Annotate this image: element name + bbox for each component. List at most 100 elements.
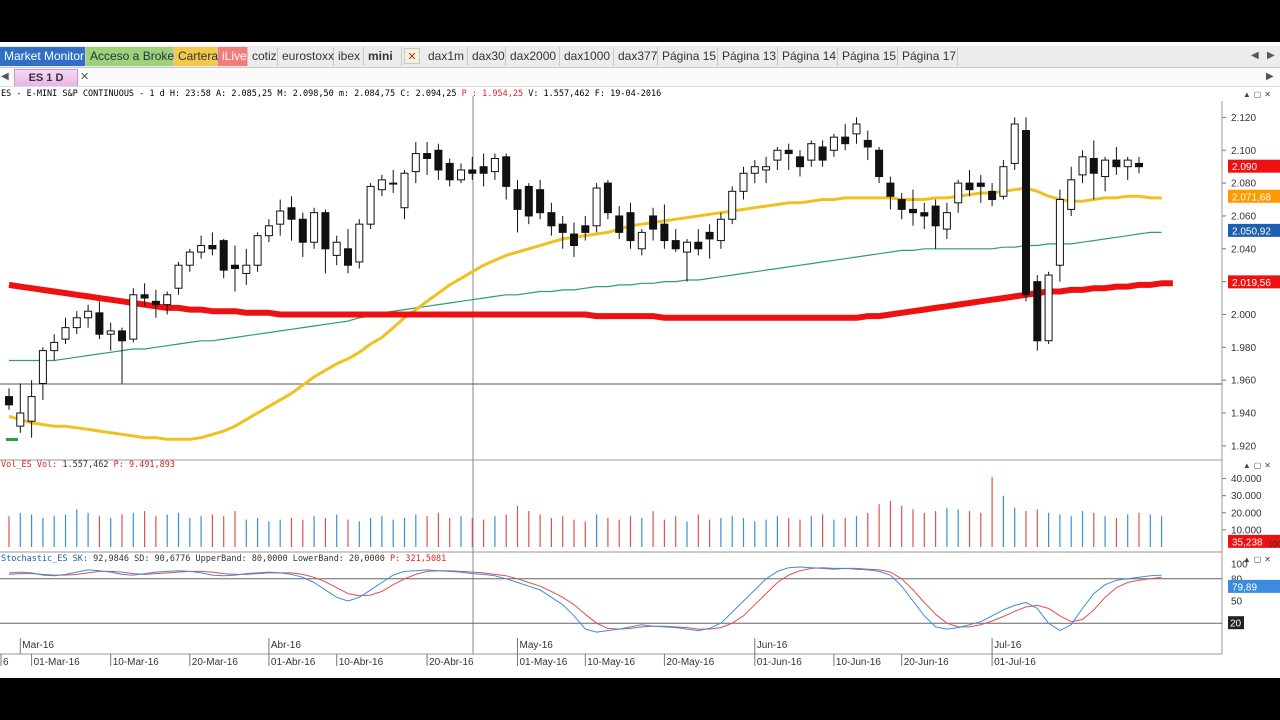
month-label: May-16: [520, 640, 554, 651]
header-date: F: 19-04-2016: [594, 89, 662, 99]
stoch-pane-window-buttons[interactable]: ▲▢✕: [1242, 555, 1274, 564]
candle-body: [750, 166, 759, 174]
tab-dax377[interactable]: dax377: [614, 47, 658, 66]
chart-tab-close-icon[interactable]: ✕: [80, 71, 90, 83]
volume-last-label-bg: [1228, 534, 1280, 548]
tab-página-14[interactable]: Página 14: [778, 47, 838, 66]
date-label: 10-Abr-16: [339, 657, 384, 668]
candle-body: [242, 264, 251, 274]
tab-mini-close-icon[interactable]: ✕: [404, 48, 420, 64]
candle-body: [366, 185, 375, 225]
candle-body: [468, 169, 477, 174]
candle-body: [818, 146, 827, 161]
volume-pane-window-buttons[interactable]: ▲▢✕: [1242, 461, 1274, 470]
price-tick-label: 2.040: [1231, 244, 1256, 255]
chart-tab-es-1d[interactable]: ES 1 D: [14, 69, 78, 86]
candle-body: [660, 223, 669, 242]
volume-tick-label: 30.000: [1231, 491, 1262, 502]
yellow-ma-label-bg: [1228, 189, 1280, 203]
candle-body: [50, 341, 59, 352]
price-tick-label: 1.980: [1231, 343, 1256, 354]
candle-body: [423, 153, 432, 159]
tab-página-13[interactable]: Página 13: [718, 47, 778, 66]
candle-body: [1067, 179, 1076, 210]
candle-body: [558, 223, 567, 233]
candle-body: [976, 182, 985, 187]
candle-body: [61, 327, 70, 340]
price-tick-label: 2.000: [1231, 310, 1256, 321]
tab-market-monitor[interactable]: Market Monitor: [0, 47, 86, 66]
candle-body: [1089, 157, 1098, 174]
candle-body: [95, 312, 104, 335]
candle-body: [84, 310, 93, 319]
candle-body: [637, 231, 646, 250]
candle-body: [1055, 199, 1064, 266]
date-label: 01-May-16: [520, 657, 568, 668]
candle-body: [1123, 159, 1132, 168]
candle-body: [784, 149, 793, 155]
price-pane-header: ES - E-MINI S&P CONTINUOUS - 1 d H: 23:5…: [1, 89, 661, 99]
chart-canvas[interactable]: 2.1202.1002.0802.0602.0402.0202.0001.980…: [0, 42, 1280, 678]
stoch-k-label: 79,89: [1232, 582, 1257, 593]
tab-dax2000[interactable]: dax2000: [506, 47, 560, 66]
tab-ibex[interactable]: ibex: [334, 47, 364, 66]
candle-body: [524, 185, 533, 217]
candle-body: [762, 166, 771, 171]
stoch-pane-header: Stochastic_ES SK: 92,9846 SD: 90,6776 Up…: [1, 554, 446, 564]
month-label: Mar-16: [22, 640, 54, 651]
date-label: 01-Jun-16: [757, 657, 802, 668]
candle-body: [603, 182, 612, 214]
candle-body: [140, 294, 149, 299]
candle-body: [728, 190, 737, 220]
header-low: m: 2.084,75: [338, 89, 396, 99]
candle-body: [920, 212, 929, 217]
tab-mini[interactable]: mini: [364, 47, 402, 66]
volume-value: 1.557,462: [62, 460, 109, 470]
chart-tabs-right-icon[interactable]: ▶: [1266, 71, 1274, 82]
tab-dax1m[interactable]: dax1m: [424, 47, 468, 66]
tab-cotiz[interactable]: cotiz: [248, 47, 278, 66]
candle-body: [773, 149, 782, 161]
candle-body: [434, 149, 443, 171]
header-h: H: 23:58: [169, 89, 211, 99]
tab-eurostoxx[interactable]: eurostoxx: [278, 47, 334, 66]
tab-página-17[interactable]: Página 17: [898, 47, 958, 66]
tab-página-15[interactable]: Página 15: [658, 47, 718, 66]
tab-dax1000[interactable]: dax1000: [560, 47, 614, 66]
tab-cartera[interactable]: Cartera: [174, 47, 218, 66]
price-tick-label: 2.120: [1231, 113, 1256, 124]
candle-body: [118, 330, 126, 342]
tab-acceso-a-broker[interactable]: Acceso a Broker: [86, 47, 178, 66]
volume-last-label: 35,238: [1232, 537, 1263, 548]
candle-body: [671, 240, 680, 250]
candle-body: [683, 241, 691, 253]
month-label: Jul-16: [994, 640, 1022, 651]
candle-body: [151, 300, 160, 306]
candle-body: [490, 157, 499, 173]
candle-body: [694, 241, 703, 250]
tabs-scroll-left-icon[interactable]: ◀: [1251, 50, 1259, 61]
price-pane-window-buttons[interactable]: ▲▢✕: [1242, 90, 1274, 99]
chart-tabs-left-icon[interactable]: ◀: [1, 71, 9, 82]
candle-body: [377, 179, 386, 191]
candle-body: [1101, 159, 1110, 178]
candle-body: [298, 218, 307, 243]
candle-body: [72, 317, 81, 329]
tab-página-15[interactable]: Página 15: [838, 47, 898, 66]
candle-body: [931, 205, 940, 227]
candle-body: [1010, 123, 1019, 164]
tab-ilive[interactable]: iLive: [218, 47, 248, 66]
candle-body: [231, 264, 239, 270]
candle-body: [389, 182, 398, 185]
candle-body: [411, 153, 420, 173]
price-tick-label: 2.080: [1231, 179, 1256, 190]
stochastic-d-line: [8, 567, 1162, 630]
date-label: 10-Jun-16: [836, 657, 881, 668]
candle-body: [739, 172, 748, 192]
date-label: 10-Mar-16: [113, 657, 160, 668]
stoch-sd: SD: 90,6776: [134, 554, 191, 564]
volume-tick-label: 10.000: [1231, 525, 1262, 536]
candle-body: [38, 350, 47, 384]
tabs-scroll-right-icon[interactable]: ▶: [1267, 50, 1275, 61]
tab-dax30[interactable]: dax30: [468, 47, 506, 66]
